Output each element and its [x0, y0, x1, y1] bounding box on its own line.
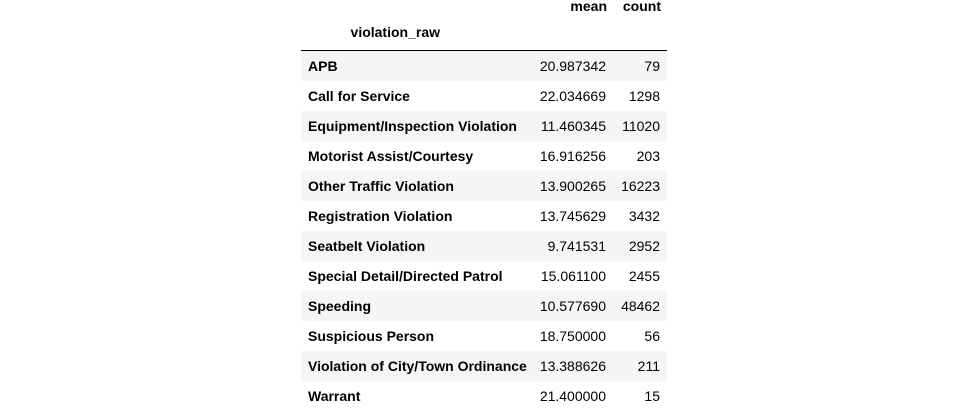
dataframe-output: mean count violation_raw APB 20.987342 79 C…: [301, 0, 667, 411]
table-header: mean count violation_raw: [301, 0, 667, 51]
mean-cell: 13.900265: [539, 177, 606, 194]
mean-cell: 20.987342: [539, 57, 606, 74]
table-row: Suspicious Person 18.750000 56: [301, 321, 667, 351]
dataframe-table: mean count violation_raw APB 20.987342 79 C…: [301, 0, 667, 411]
row-index-label: Motorist Assist/Courtesy: [308, 147, 474, 164]
table-row: Motorist Assist/Courtesy 16.916256 203: [301, 141, 667, 171]
row-index-label: Warrant: [308, 387, 361, 404]
row-index-label: Suspicious Person: [308, 327, 435, 344]
count-cell: 2952: [628, 237, 660, 254]
mean-cell: 22.034669: [539, 87, 606, 104]
mean-cell: 10.577690: [539, 297, 606, 314]
row-index-label: Call for Service: [308, 87, 410, 104]
column-header-mean: mean: [528, 0, 613, 14]
table-body: APB 20.987342 79 Call for Service 22.034669 1…: [301, 50, 667, 411]
mean-cell: 11.460345: [540, 117, 606, 134]
blank-header-cell: [301, 0, 528, 14]
index-name-row: violation_raw: [301, 14, 667, 51]
blank-header-cell: [613, 14, 667, 51]
count-cell: 11020: [622, 117, 660, 134]
table-row: Special Detail/Directed Patrol 15.061100 2…: [301, 261, 667, 291]
table-row: Other Traffic Violation 13.900265 16223: [301, 170, 667, 201]
column-header-count: count: [613, 0, 667, 14]
row-index-label: APB: [308, 57, 338, 74]
count-cell: 203: [636, 147, 660, 164]
column-header-count-label: count: [622, 0, 661, 14]
mean-cell: 21.400000: [539, 387, 606, 404]
mean-cell: 16.916256: [539, 147, 606, 164]
mean-cell: 13.745629: [539, 207, 606, 224]
count-cell: 3432: [628, 207, 660, 224]
row-index-label: Other Traffic Violation: [308, 177, 454, 194]
row-index-label: Speeding: [308, 297, 372, 314]
column-header-mean-label: mean: [570, 0, 607, 14]
count-cell: 56: [644, 327, 660, 344]
mean-cell: 18.750000: [539, 327, 606, 344]
table-row: Equipment/Inspection Violation 11.460345 1…: [301, 110, 667, 141]
row-index-label: Seatbelt Violation: [308, 237, 426, 254]
table-row: Seatbelt Violation 9.741531 2952: [301, 230, 667, 261]
count-cell: 211: [637, 357, 660, 374]
column-header-row: mean count: [301, 0, 667, 14]
count-cell: 15: [644, 387, 660, 404]
count-cell: 48462: [621, 297, 660, 314]
count-cell: 2455: [628, 267, 660, 284]
mean-cell: 13.388626: [539, 357, 606, 374]
blank-header-cell: [528, 14, 613, 51]
row-index-label: Special Detail/Directed Patrol: [308, 267, 503, 284]
index-name-header: violation_raw: [301, 14, 528, 51]
row-index-label: Registration Violation: [308, 207, 453, 224]
count-cell: 16223: [621, 177, 660, 194]
count-cell: 1298: [628, 87, 660, 104]
table-row: Registration Violation 13.745629 3432: [301, 201, 667, 231]
row-index-label: Equipment/Inspection Violation: [308, 117, 517, 134]
mean-cell: 9.741531: [547, 237, 606, 254]
mean-cell: 15.061100: [540, 267, 606, 284]
count-cell: 79: [644, 57, 660, 74]
table-row: Warrant 21.400000 15: [301, 381, 667, 411]
row-index-label: Violation of City/Town Ordinance: [308, 357, 527, 374]
table-row: Call for Service 22.034669 1298: [301, 81, 667, 111]
table-row: Violation of City/Town Ordinance 13.38862…: [301, 350, 667, 381]
table-row: APB 20.987342 79: [301, 50, 667, 81]
table-row: Speeding 10.577690 48462: [301, 290, 667, 321]
